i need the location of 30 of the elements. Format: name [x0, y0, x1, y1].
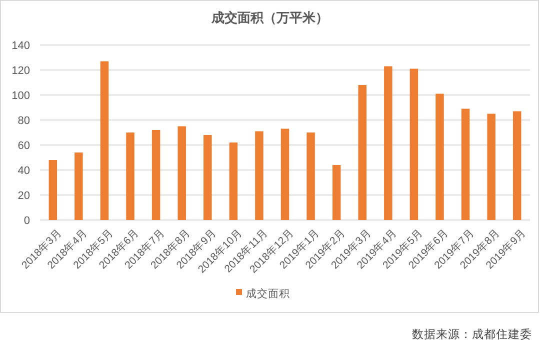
y-tick-label: 0 — [24, 215, 30, 227]
bar — [255, 131, 264, 220]
bar — [178, 126, 186, 220]
y-tick-label: 100 — [12, 90, 30, 102]
bar — [461, 108, 470, 220]
bar — [436, 94, 444, 220]
bar — [229, 142, 238, 220]
bar — [332, 165, 341, 220]
source-note: 数据来源：成都住建委 — [412, 327, 532, 341]
y-tick-label: 120 — [12, 65, 30, 77]
bar — [410, 68, 418, 220]
y-tick-label: 140 — [12, 40, 30, 52]
y-tick-label: 60 — [18, 140, 30, 152]
bar — [306, 132, 315, 220]
bar — [100, 61, 109, 220]
bar — [487, 114, 496, 220]
bar — [48, 160, 58, 220]
y-tick-label: 20 — [18, 190, 30, 202]
bar — [126, 132, 134, 220]
bar — [280, 128, 290, 220]
y-tick-label: 80 — [18, 115, 30, 127]
bar — [74, 152, 83, 220]
bar — [358, 85, 366, 220]
chart-title: 成交面积（万平米） — [210, 10, 328, 25]
bar — [512, 111, 522, 220]
y-tick-label: 40 — [18, 165, 30, 177]
bar — [384, 66, 392, 220]
legend-label: 成交面积 — [246, 287, 290, 300]
bar — [152, 130, 160, 220]
bar — [204, 135, 212, 220]
